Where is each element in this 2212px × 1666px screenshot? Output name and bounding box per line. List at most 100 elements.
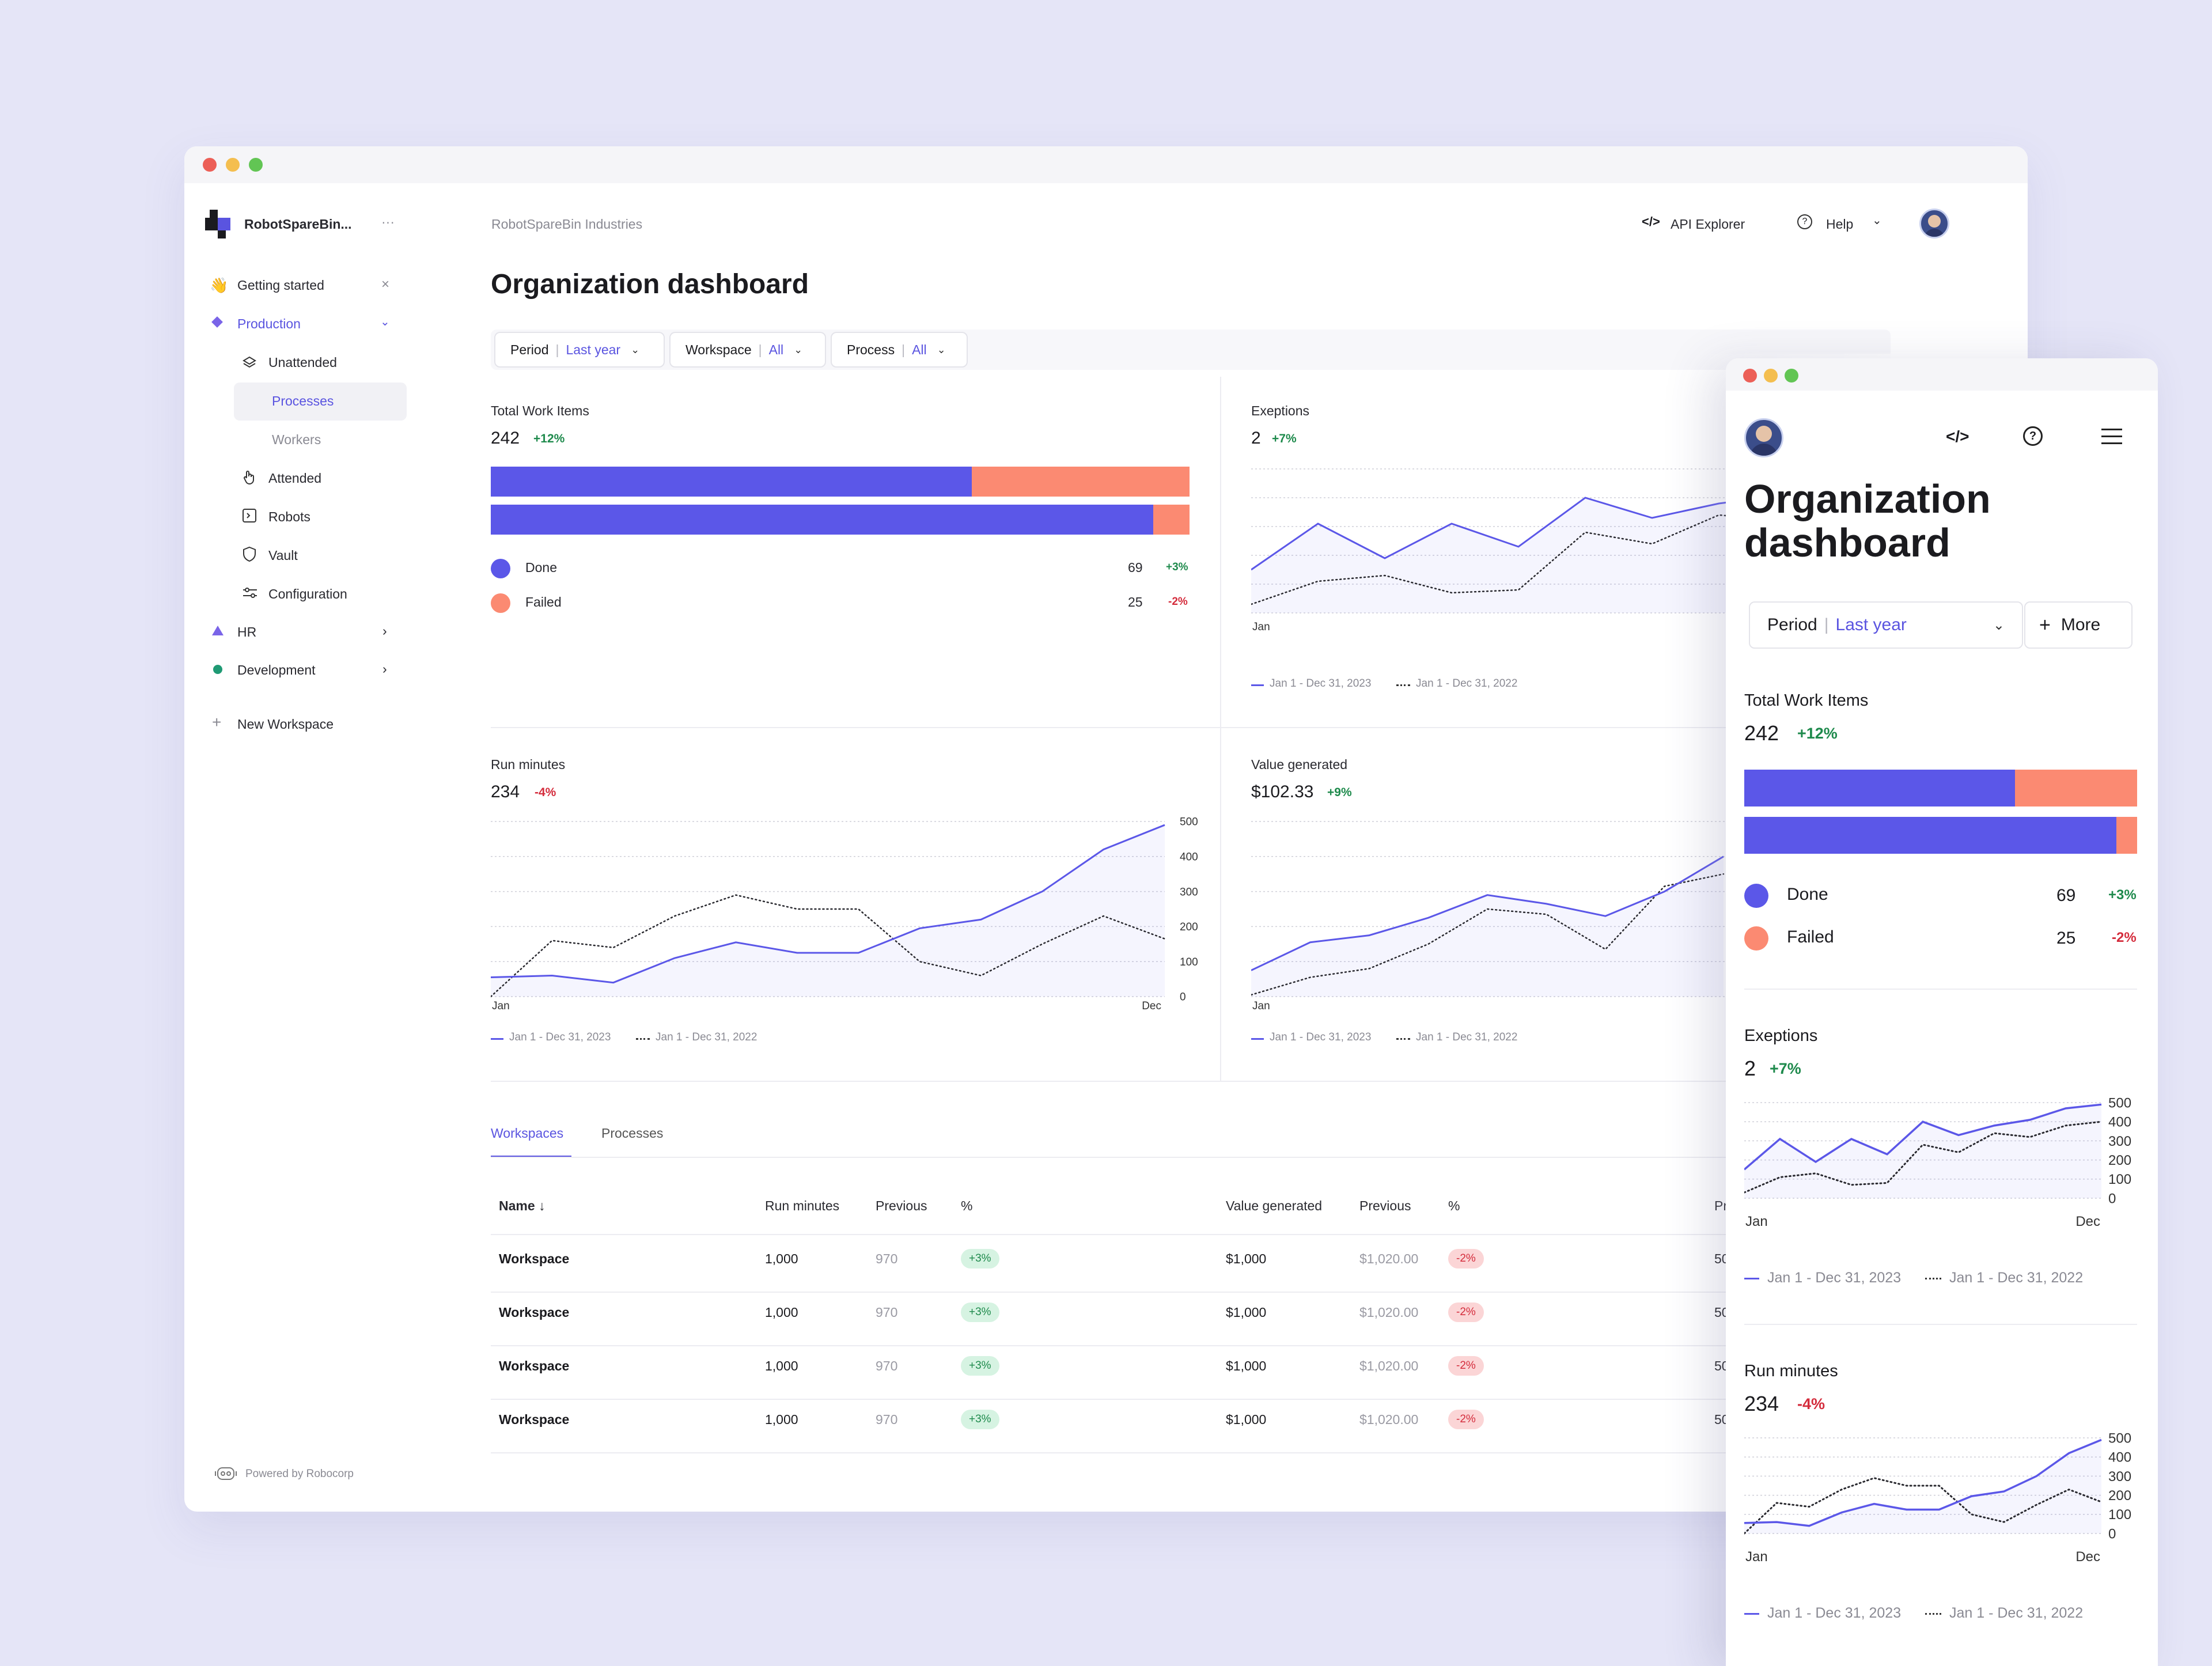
y-tick-label: 300	[2108, 1469, 2131, 1485]
org-menu-icon[interactable]: ···	[381, 214, 395, 229]
legend-line-current	[1251, 1038, 1264, 1040]
series-line-current	[491, 824, 1165, 984]
failed-bar-previous	[2116, 817, 2137, 854]
series-line-previous	[1744, 1477, 2103, 1535]
legend-line-previous	[1396, 1038, 1410, 1040]
column-header-name[interactable]: Name ↓	[499, 1198, 546, 1213]
y-tick-label: 100	[1180, 956, 1198, 968]
column-header-previous[interactable]: Previous	[876, 1198, 927, 1213]
sidebar-item-configuration[interactable]: Configuration	[268, 586, 347, 601]
legend-line-previous	[636, 1038, 650, 1040]
chevron-down-icon[interactable]: ⌄	[1872, 214, 1882, 227]
done-change: +3%	[1166, 561, 1188, 573]
period-filter[interactable]: Period | Last year ⌄	[1749, 601, 2023, 649]
tab-workspaces[interactable]: Workspaces	[491, 1126, 564, 1141]
powered-by-text: Powered by Robocorp	[245, 1468, 354, 1480]
x-tick-label: Dec	[1142, 1000, 1161, 1012]
minimize-window-button[interactable]	[226, 158, 240, 172]
done-value: 69	[1128, 560, 1143, 575]
failed-value: 25	[1128, 595, 1143, 609]
help-menu[interactable]: Help	[1826, 217, 1854, 232]
process-filter[interactable]: Process | All ⌄	[831, 332, 968, 368]
x-tick-label: Jan	[1252, 1000, 1270, 1012]
row-divider	[491, 1452, 1919, 1453]
sidebar-item-vault[interactable]: Vault	[268, 548, 298, 563]
chevron-down-icon[interactable]: ⌄	[380, 316, 390, 328]
run-minutes-change: -4%	[1797, 1395, 1825, 1413]
sidebar-item-getting-started[interactable]: Getting started	[237, 278, 324, 293]
value-generated-change: +9%	[1327, 786, 1352, 799]
minimize-window-button[interactable]	[1764, 369, 1778, 383]
sidebar-item-processes[interactable]	[234, 383, 407, 421]
work-items-title: Total Work Items	[491, 403, 589, 418]
done-value: 69	[2056, 886, 2076, 905]
maximize-window-button[interactable]	[1785, 369, 1798, 383]
sidebar-item-production[interactable]: Production	[237, 316, 301, 331]
code-icon[interactable]: </>	[1946, 427, 1969, 445]
y-tick-label: 400	[1180, 851, 1198, 863]
column-header-value-generated[interactable]: Value generated	[1226, 1198, 1323, 1213]
cell-value-generated: $1,000	[1226, 1251, 1267, 1266]
cell-name: Workspace	[499, 1305, 570, 1320]
sidebar-item-robots[interactable]: Robots	[268, 509, 310, 524]
chevron-right-icon[interactable]: ›	[382, 623, 387, 638]
cell-previous: 970	[876, 1251, 898, 1266]
column-header-run-minutes[interactable]: Run minutes	[765, 1198, 840, 1213]
period-filter[interactable]: Period | Last year ⌄	[494, 332, 665, 368]
cell-name: Workspace	[499, 1358, 570, 1373]
cell-run-minutes: 1,000	[765, 1412, 798, 1427]
page-title: Organization dashboard	[491, 269, 809, 300]
card-divider	[1220, 377, 1221, 1082]
legend-line-current	[1251, 684, 1264, 686]
row-divider	[491, 1399, 1919, 1400]
maximize-window-button[interactable]	[249, 158, 263, 172]
workspace-filter[interactable]: Workspace | All ⌄	[669, 332, 826, 368]
row-divider	[491, 1234, 1919, 1235]
exceptions-change: +7%	[1272, 432, 1297, 445]
value-generated-title: Value generated	[1251, 757, 1348, 772]
sidebar-item-attended[interactable]: Attended	[268, 471, 322, 486]
column-header-value-previous[interactable]: Previous	[1359, 1198, 1411, 1213]
cell-value-generated: $1,000	[1226, 1305, 1267, 1320]
y-tick-label: 400	[2108, 1450, 2131, 1466]
filter-value: Last year	[1835, 615, 1907, 634]
cell-value-percent: -2%	[1448, 1410, 1484, 1429]
column-header-percent[interactable]: %	[961, 1198, 973, 1213]
org-logo	[205, 210, 230, 238]
api-explorer-link[interactable]: API Explorer	[1671, 217, 1745, 232]
close-icon[interactable]: ×	[381, 277, 390, 292]
failed-legend-dot	[1744, 926, 1768, 951]
avatar[interactable]	[1919, 209, 1949, 238]
sidebar-item-new-workspace[interactable]: New Workspace	[237, 717, 334, 732]
development-workspace-icon	[213, 665, 222, 674]
column-header-value-percent[interactable]: %	[1448, 1198, 1460, 1213]
sidebar-item-workers[interactable]: Workers	[272, 432, 321, 447]
cell-value-generated: $1,000	[1226, 1412, 1267, 1427]
tab-processes[interactable]: Processes	[601, 1126, 664, 1141]
help-icon: ?	[1797, 214, 1812, 229]
sidebar-item-hr[interactable]: HR	[237, 624, 257, 639]
cell-value-previous: $1,020.00	[1359, 1251, 1419, 1266]
y-tick-label: 0	[2108, 1191, 2116, 1206]
close-window-button[interactable]	[203, 158, 217, 172]
exceptions-title: Exeptions	[1744, 1027, 1818, 1045]
sidebar-item-development[interactable]: Development	[237, 662, 316, 677]
more-filters-button[interactable]: + More	[2024, 601, 2133, 649]
legend-current: Jan 1 - Dec 31, 2023	[1767, 1270, 1902, 1286]
avatar[interactable]	[1744, 418, 1783, 457]
org-name[interactable]: RobotSpareBin...	[244, 217, 352, 232]
hand-icon	[242, 469, 257, 489]
failed-label: Failed	[525, 595, 562, 609]
run-minutes-title: Run minutes	[1744, 1362, 1838, 1380]
y-tick-label: 500	[2108, 1095, 2131, 1111]
help-icon[interactable]: ?	[2023, 426, 2043, 446]
close-window-button[interactable]	[1743, 369, 1757, 383]
hamburger-menu-icon[interactable]	[2101, 429, 2122, 444]
breadcrumb[interactable]: RobotSpareBin Industries	[491, 217, 643, 232]
page-title-line2: dashboard	[1744, 520, 1950, 565]
x-tick-label: Dec	[2075, 1214, 2100, 1229]
chevron-right-icon[interactable]: ›	[382, 661, 387, 676]
failed-change: -2%	[2112, 930, 2137, 945]
sidebar-item-unattended[interactable]: Unattended	[268, 355, 337, 370]
exceptions-change: +7%	[1770, 1060, 1801, 1077]
